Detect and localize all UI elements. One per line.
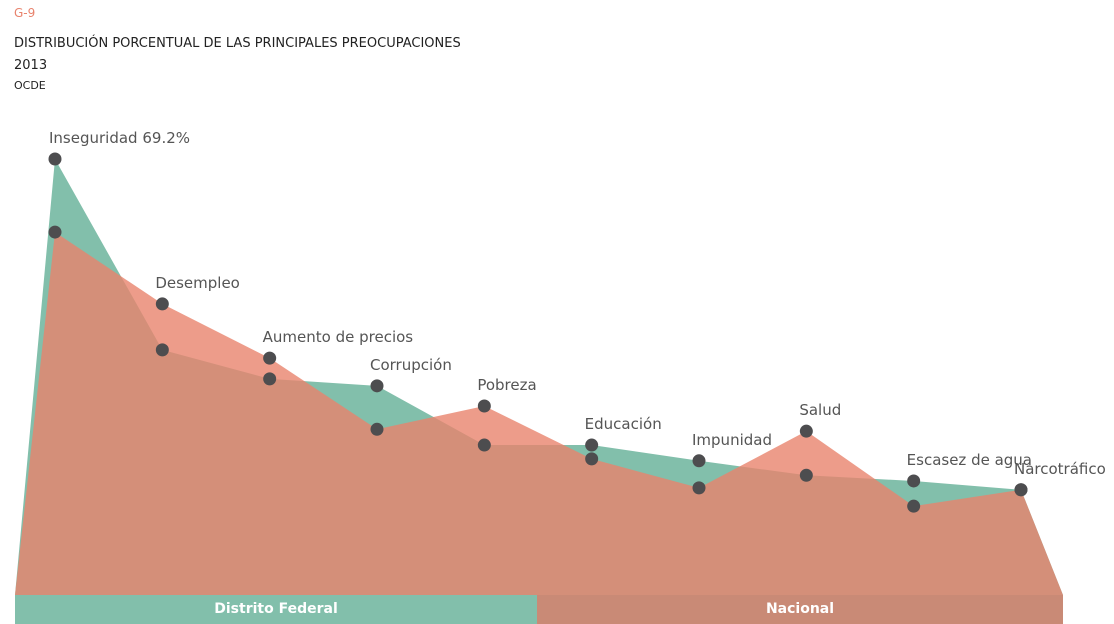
- point: [48, 152, 62, 166]
- point: [692, 454, 706, 468]
- category-text: Corrupción: [370, 355, 452, 374]
- point: [477, 399, 491, 413]
- chart-label: G-9: [14, 6, 36, 20]
- point: [263, 372, 277, 386]
- category-label: Inseguridad 69.2%: [49, 129, 190, 147]
- point: [1014, 483, 1028, 497]
- point: [907, 499, 921, 513]
- category-text: Impunidad: [692, 430, 772, 449]
- point: [370, 379, 384, 393]
- chart-subtitle: 2013: [14, 58, 48, 73]
- category-text: Narcotráfico: [1014, 459, 1106, 478]
- category-label: Educación: [585, 415, 662, 433]
- category-text: Aumento de precios: [262, 328, 414, 347]
- category-text: Escasez de agua: [906, 450, 1033, 469]
- category-text: Pobreza: [477, 375, 537, 394]
- chart-note: OCDE: [14, 79, 46, 92]
- point: [799, 424, 813, 438]
- category-text: Educación: [584, 415, 662, 434]
- category-label: Escasez de agua: [907, 451, 1032, 469]
- point: [155, 297, 169, 311]
- area: [15, 232, 1063, 595]
- value-label: 69.2%: [142, 129, 191, 147]
- legend-item: Nacional: [537, 595, 1063, 624]
- category-label: Pobreza: [477, 376, 536, 394]
- category-label: Salud: [799, 401, 841, 419]
- legend-item: Distrito Federal: [15, 595, 537, 624]
- point: [370, 422, 384, 436]
- point: [48, 225, 62, 239]
- category-label: Impunidad: [692, 431, 772, 449]
- point: [585, 452, 599, 466]
- category-label: Desempleo: [155, 274, 240, 292]
- point: [155, 343, 169, 357]
- category-text: Inseguridad: [49, 129, 138, 147]
- point: [799, 468, 813, 482]
- point: [692, 481, 706, 495]
- point: [263, 351, 277, 365]
- point: [477, 438, 491, 452]
- category-label: Narcotráfico: [1014, 460, 1106, 478]
- category-text: Desempleo: [155, 273, 240, 292]
- point: [907, 474, 921, 488]
- category-text: Salud: [799, 401, 842, 420]
- point: [585, 438, 599, 452]
- chart-title: DISTRIBUCIÓN PORCENTUAL DE LAS PRINCIPAL…: [14, 36, 461, 51]
- category-label: Aumento de precios: [263, 328, 413, 346]
- category-label: Corrupción: [370, 356, 452, 374]
